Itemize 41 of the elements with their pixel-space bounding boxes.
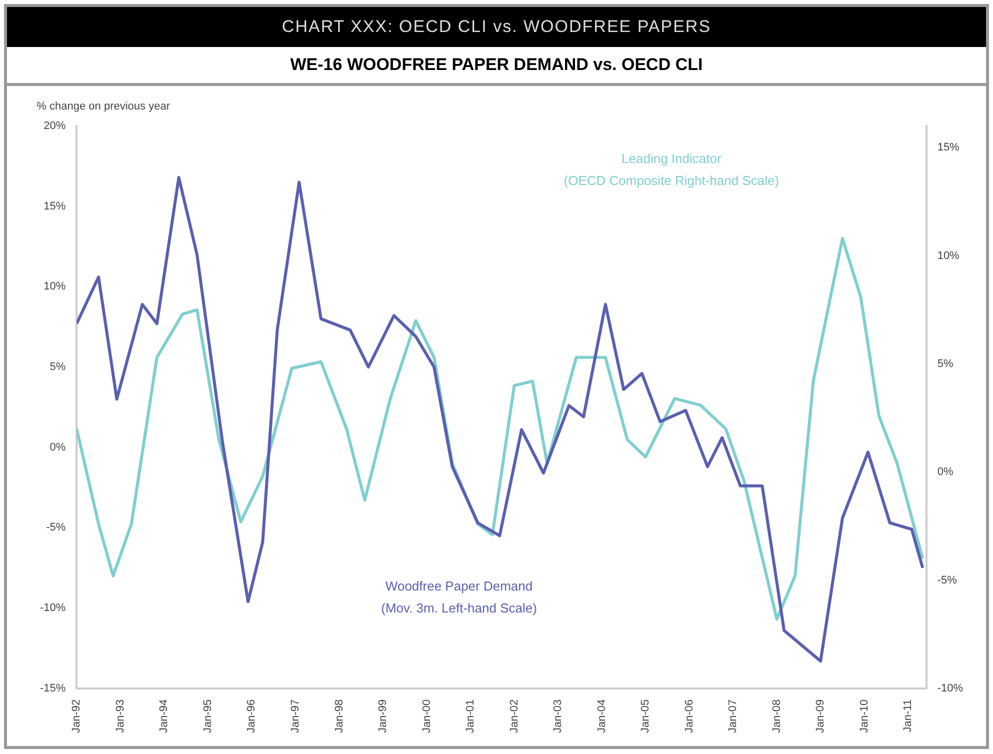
x-tick-label: Jan-04	[596, 699, 608, 734]
x-tick-label: Jan-99	[377, 699, 390, 734]
y-tick-label: 20%	[44, 120, 66, 132]
y-tick-label: -5%	[46, 522, 66, 534]
y-tick-label: 10%	[44, 280, 66, 293]
y2-tick-label: -5%	[937, 574, 958, 586]
x-tick-label: Jan-07	[727, 699, 740, 734]
x-tick-label: Jan-96	[246, 699, 258, 734]
x-tick-label: Jan-10	[858, 699, 870, 734]
chart-subtitle: WE-16 WOODFREE PAPER DEMAND vs. OECD CLI	[7, 47, 986, 86]
y-tick-label: 15%	[44, 200, 66, 212]
y-tick-label: 0%	[50, 441, 66, 454]
x-tick-label: Jan-08	[770, 699, 783, 734]
y-tick-label: 5%	[50, 361, 66, 374]
x-tick-label: Jan-05	[640, 699, 652, 734]
x-tick-label: Jan-94	[158, 699, 170, 734]
y2-tick-label: -10%	[937, 682, 964, 694]
y2-tick-label: 5%	[937, 358, 954, 370]
y2-tick-label: 0%	[937, 466, 954, 478]
text: Leading Indicator	[622, 151, 722, 166]
x-tick-label: Jan-03	[552, 699, 564, 734]
x-tick-label: Jan-98	[333, 699, 346, 734]
x-tick-label: Jan-93	[114, 699, 126, 734]
x-tick-label: Jan-00	[420, 699, 433, 734]
y-tick-label: -15%	[40, 682, 66, 694]
annotation: (OECD Composite Right-hand Scale)	[564, 173, 780, 188]
y-tick-label: -10%	[40, 602, 66, 614]
x-tick-label: Jan-02	[508, 699, 520, 734]
y-axis-title: % change on previous year	[36, 100, 170, 113]
x-tick-label: Jan-09	[814, 699, 827, 734]
x-tick-label: Jan-06	[683, 699, 696, 734]
x-tick-label: Jan-92	[70, 699, 83, 734]
chart-title: CHART XXX: OECD CLI vs. WOODFREE PAPERS	[7, 7, 986, 47]
y2-tick-label: 10%	[937, 250, 960, 262]
annotation: (Mov. 3m. Left-hand Scale)	[381, 600, 537, 616]
y2-tick-label: 15%	[937, 142, 960, 154]
x-tick-label: Jan-01	[464, 699, 477, 734]
x-tick-label: Jan-11	[902, 699, 914, 732]
x-tick-label: Jan-97	[290, 699, 302, 734]
text: Woodfree Paper Demand	[385, 578, 533, 594]
x-tick-label: Jan-95	[202, 699, 214, 734]
